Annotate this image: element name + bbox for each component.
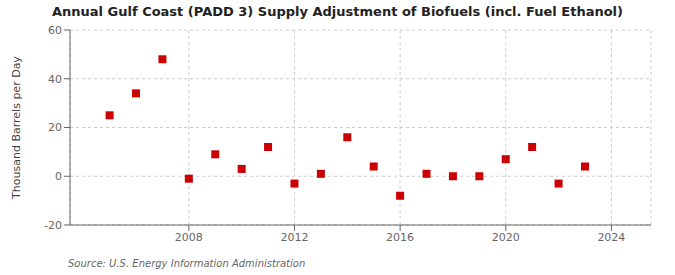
svg-text:40: 40 [48,73,62,86]
html-text:Annual Gulf Coast (PADD 3) Sup: Annual Gulf Coast (PADD 3) Supply Adjust… [52,4,623,19]
svg-text:0: 0 [55,170,62,183]
svg-text:2008: 2008 [175,231,203,244]
svg-text:20: 20 [48,121,62,134]
svg-text:Thousand Barrels per Day: Thousand Barrels per Day [10,56,23,200]
html-text:Source: U.S. Energy Informatio: Source: U.S. Energy Information Administ… [68,258,306,269]
svg-text:2020: 2020 [492,231,520,244]
svg-text:-20: -20 [44,219,62,232]
svg-text:2024: 2024 [597,231,625,244]
svg-text:2012: 2012 [280,231,308,244]
svg-text:60: 60 [48,24,62,37]
svg-text:2016: 2016 [386,231,414,244]
